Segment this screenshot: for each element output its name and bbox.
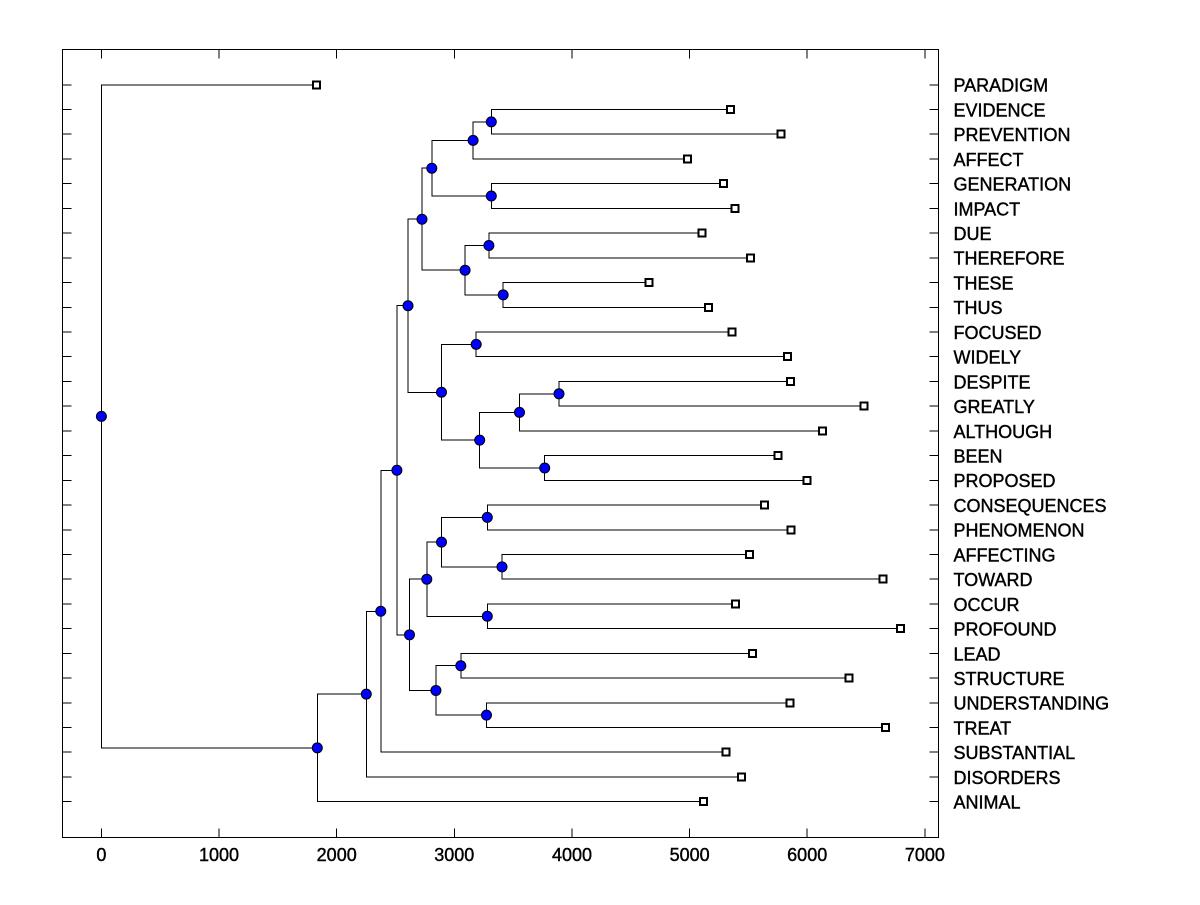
svg-text:UNDERSTANDING: UNDERSTANDING: [954, 694, 1110, 714]
svg-text:PREVENTION: PREVENTION: [954, 125, 1071, 145]
svg-text:AFFECT: AFFECT: [954, 150, 1024, 170]
svg-text:PHENOMENON: PHENOMENON: [954, 521, 1085, 541]
svg-text:GENERATION: GENERATION: [954, 175, 1072, 195]
svg-text:PARADIGM: PARADIGM: [954, 76, 1049, 96]
svg-text:DESPITE: DESPITE: [954, 372, 1031, 392]
svg-text:2000: 2000: [317, 845, 357, 865]
svg-text:STRUCTURE: STRUCTURE: [954, 669, 1065, 689]
svg-text:PROPOSED: PROPOSED: [954, 471, 1056, 491]
svg-text:THEREFORE: THEREFORE: [954, 249, 1065, 269]
svg-text:WIDELY: WIDELY: [954, 348, 1022, 368]
svg-text:GREATLY: GREATLY: [954, 397, 1035, 417]
svg-text:THESE: THESE: [954, 273, 1014, 293]
svg-text:DUE: DUE: [954, 224, 992, 244]
svg-text:0: 0: [96, 845, 106, 865]
svg-text:OCCUR: OCCUR: [954, 595, 1020, 615]
svg-text:TOWARD: TOWARD: [954, 570, 1033, 590]
svg-text:IMPACT: IMPACT: [954, 199, 1021, 219]
svg-text:CONSEQUENCES: CONSEQUENCES: [954, 496, 1107, 516]
svg-text:FOCUSED: FOCUSED: [954, 323, 1042, 343]
svg-text:7000: 7000: [905, 845, 945, 865]
svg-text:ANIMAL: ANIMAL: [954, 793, 1021, 813]
svg-text:BEEN: BEEN: [954, 447, 1003, 467]
svg-text:3000: 3000: [434, 845, 474, 865]
svg-text:6000: 6000: [787, 845, 827, 865]
svg-text:PROFOUND: PROFOUND: [954, 620, 1057, 640]
svg-text:TREAT: TREAT: [954, 718, 1012, 738]
svg-text:5000: 5000: [670, 845, 710, 865]
svg-text:1000: 1000: [199, 845, 239, 865]
svg-text:THUS: THUS: [954, 298, 1003, 318]
svg-text:AFFECTING: AFFECTING: [954, 545, 1056, 565]
svg-text:LEAD: LEAD: [954, 644, 1001, 664]
svg-text:ALTHOUGH: ALTHOUGH: [954, 422, 1053, 442]
svg-text:EVIDENCE: EVIDENCE: [954, 100, 1046, 120]
svg-text:DISORDERS: DISORDERS: [954, 768, 1061, 788]
svg-text:4000: 4000: [552, 845, 592, 865]
svg-text:SUBSTANTIAL: SUBSTANTIAL: [954, 743, 1076, 763]
